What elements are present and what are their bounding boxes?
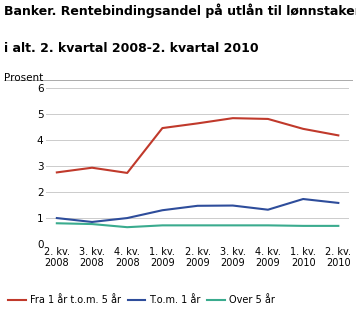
Fra 1 år t.o.m. 5 år (55, 171, 59, 174)
Line: Fra 1 år t.o.m. 5 år: Fra 1 år t.o.m. 5 år (57, 118, 338, 173)
Over 5 år (160, 223, 164, 227)
Fra 1 år t.o.m. 5 år (125, 171, 129, 175)
Fra 1 år t.o.m. 5 år (301, 127, 305, 131)
Fra 1 år t.o.m. 5 år (160, 126, 164, 130)
Line: Over 5 år: Over 5 år (57, 223, 338, 227)
Text: Prosent: Prosent (4, 73, 43, 83)
T.o.m. 1 år (336, 201, 340, 205)
Legend: Fra 1 år t.o.m. 5 år, T.o.m. 1 år, Over 5 år: Fra 1 år t.o.m. 5 år, T.o.m. 1 år, Over … (9, 295, 274, 305)
T.o.m. 1 år (55, 216, 59, 220)
Line: T.o.m. 1 år: T.o.m. 1 år (57, 199, 338, 222)
Over 5 år (195, 223, 200, 227)
Text: Banker. Rentebindingsandel på utlån til lønnstakere: Banker. Rentebindingsandel på utlån til … (4, 3, 356, 18)
Fra 1 år t.o.m. 5 år (266, 117, 270, 121)
T.o.m. 1 år (266, 208, 270, 212)
T.o.m. 1 år (301, 197, 305, 201)
T.o.m. 1 år (160, 208, 164, 212)
Over 5 år (301, 224, 305, 228)
Over 5 år (266, 223, 270, 227)
T.o.m. 1 år (90, 220, 94, 224)
T.o.m. 1 år (231, 204, 235, 208)
Over 5 år (90, 222, 94, 226)
T.o.m. 1 år (125, 216, 129, 220)
Over 5 år (125, 225, 129, 229)
Over 5 år (231, 223, 235, 227)
Fra 1 år t.o.m. 5 år (90, 166, 94, 170)
Fra 1 år t.o.m. 5 år (195, 121, 200, 125)
Fra 1 år t.o.m. 5 år (231, 116, 235, 120)
Fra 1 år t.o.m. 5 år (336, 133, 340, 137)
Text: i alt. 2. kvartal 2008-2. kvartal 2010: i alt. 2. kvartal 2008-2. kvartal 2010 (4, 42, 258, 55)
T.o.m. 1 år (195, 204, 200, 208)
Over 5 år (336, 224, 340, 228)
Over 5 år (55, 221, 59, 225)
